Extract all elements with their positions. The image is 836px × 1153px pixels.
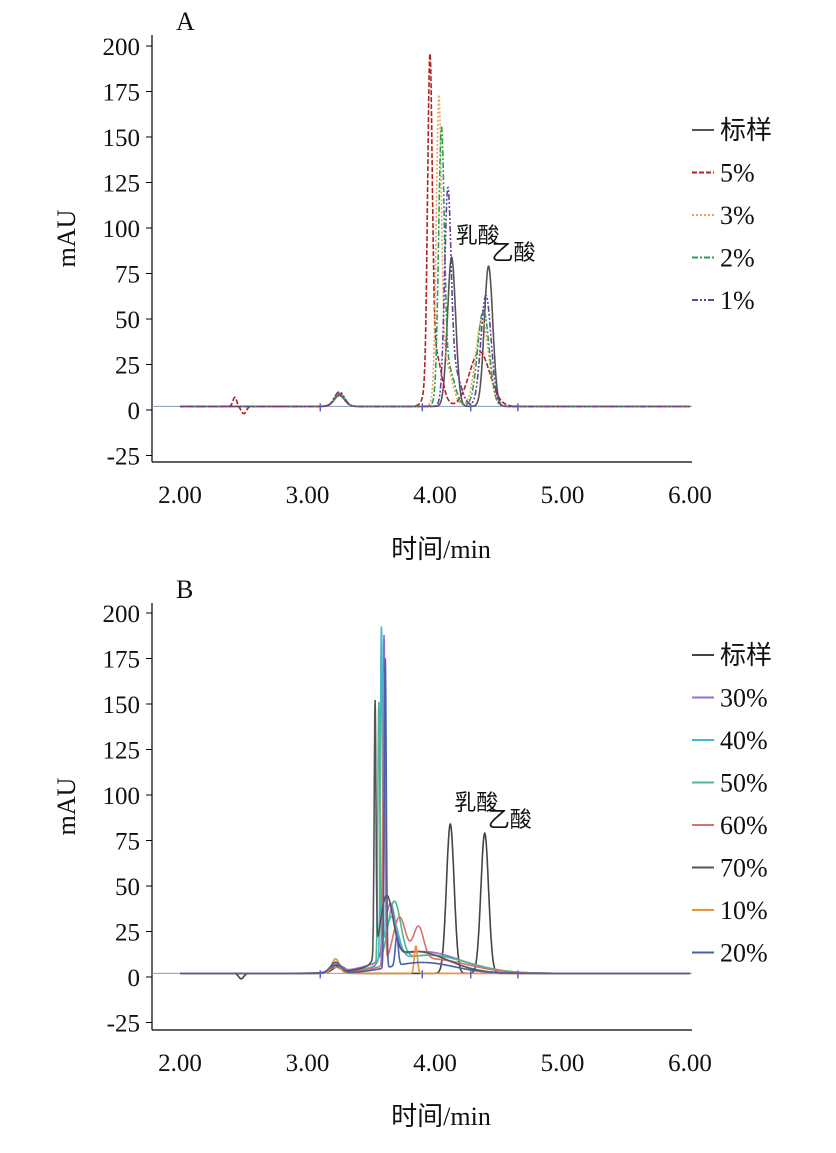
series-line-70% xyxy=(180,699,690,975)
y-tick-label: 150 xyxy=(103,125,141,152)
series-line-50% xyxy=(180,701,690,975)
y-tick-label: 150 xyxy=(103,692,141,719)
peak-annotation: 乙酸 xyxy=(488,807,532,832)
y-tick-label: 200 xyxy=(103,601,141,628)
y-tick-label: 175 xyxy=(103,647,141,674)
panel-label: B xyxy=(176,575,193,604)
y-tick-label: 0 xyxy=(128,398,141,425)
x-axis-label: 时间/min xyxy=(391,1102,491,1131)
x-tick-label: 6.00 xyxy=(668,1050,712,1077)
legend-label: 20% xyxy=(720,939,768,968)
y-tick-label: 25 xyxy=(115,920,140,947)
legend-label: 2% xyxy=(720,244,755,273)
legend-label: 5% xyxy=(720,159,755,188)
y-axis-label: mAU xyxy=(52,209,81,267)
legend-label: 标样 xyxy=(720,116,772,145)
series-line-10% xyxy=(180,944,690,975)
x-tick-label: 3.00 xyxy=(286,482,330,509)
legend-label: 1% xyxy=(720,286,755,315)
series-line-5% xyxy=(180,50,690,415)
legend-label: 30% xyxy=(720,684,768,713)
y-tick-label: -25 xyxy=(107,1011,140,1038)
y-tick-label: 175 xyxy=(103,80,141,107)
y-axis-label: mAU xyxy=(52,777,81,835)
y-tick-label: 125 xyxy=(103,171,141,198)
y-tick-label: -25 xyxy=(107,444,140,471)
y-tick-label: 0 xyxy=(128,965,141,992)
series-line-60% xyxy=(180,672,690,975)
y-tick-label: 50 xyxy=(115,307,140,334)
y-tick-label: 75 xyxy=(115,262,140,289)
x-tick-label: 4.00 xyxy=(413,482,457,509)
x-tick-label: 5.00 xyxy=(541,482,585,509)
x-tick-label: 6.00 xyxy=(668,482,712,509)
panel-label: A xyxy=(176,7,195,36)
panel-A: 200 175 150 125 100 75 50 25 0 -25 2.00 3.00 4.00 5.0… xyxy=(52,7,772,564)
x-tick-label: 3.00 xyxy=(286,1050,330,1077)
legend-label: 3% xyxy=(720,201,755,230)
legend-label: 标样 xyxy=(720,641,772,670)
x-tick-label: 2.00 xyxy=(158,1050,202,1077)
series-line-1% xyxy=(180,186,690,408)
x-axis-label: 时间/min xyxy=(391,535,491,564)
series-line-20% xyxy=(180,658,690,975)
legend-label: 10% xyxy=(720,896,768,925)
y-tick-label: 200 xyxy=(103,34,141,61)
y-tick-label: 100 xyxy=(103,216,141,243)
y-tick-label: 100 xyxy=(103,783,141,810)
y-tick-label: 75 xyxy=(115,829,140,856)
panel-B: 200 175 150 125 100 75 50 25 0 -25 2.00 3.00 4.00 5.0… xyxy=(52,575,772,1131)
series-line-30% xyxy=(180,634,690,975)
x-tick-label: 5.00 xyxy=(541,1050,585,1077)
legend-label: 70% xyxy=(720,854,768,883)
y-tick-label: 125 xyxy=(103,738,141,765)
peak-annotation: 乳酸 xyxy=(456,223,500,248)
x-tick-label: 4.00 xyxy=(413,1050,457,1077)
peak-annotation: 乳酸 xyxy=(454,790,498,815)
y-tick-label: 25 xyxy=(115,353,140,380)
x-tick-label: 2.00 xyxy=(158,482,202,509)
legend-label: 40% xyxy=(720,726,768,755)
series-line-40% xyxy=(180,626,690,975)
series-line-2% xyxy=(180,126,690,408)
legend-label: 50% xyxy=(720,769,768,798)
series-line-3% xyxy=(180,94,690,408)
legend-label: 60% xyxy=(720,811,768,840)
y-tick-label: 50 xyxy=(115,874,140,901)
peak-annotation: 乙酸 xyxy=(492,240,536,265)
